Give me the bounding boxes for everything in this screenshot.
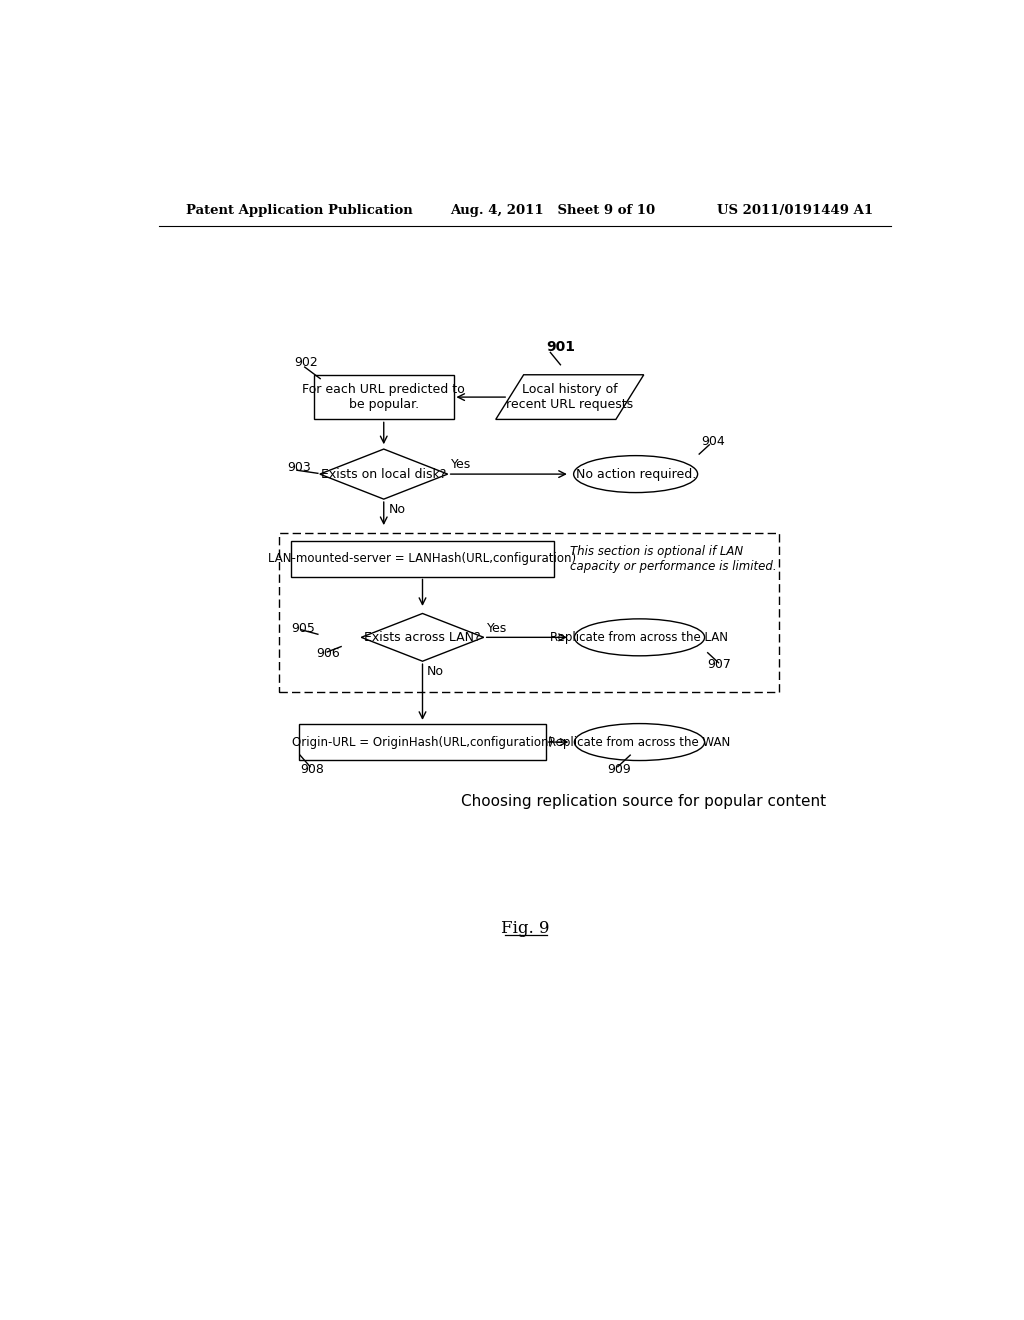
Text: No action required.: No action required. — [575, 467, 695, 480]
Text: Replicate from across the WAN: Replicate from across the WAN — [549, 735, 731, 748]
FancyBboxPatch shape — [299, 725, 546, 760]
Polygon shape — [496, 375, 644, 420]
Ellipse shape — [574, 723, 705, 760]
Text: 905: 905 — [291, 622, 314, 635]
Text: This section is optional if LAN
capacity or performance is limited.: This section is optional if LAN capacity… — [569, 545, 776, 573]
Text: Local history of
recent URL requests: Local history of recent URL requests — [506, 383, 633, 411]
Text: For each URL predicted to
be popular.: For each URL predicted to be popular. — [302, 383, 465, 411]
Text: Yes: Yes — [451, 458, 471, 471]
Polygon shape — [319, 449, 447, 499]
Text: No: No — [388, 503, 406, 516]
Ellipse shape — [573, 455, 697, 492]
Text: 907: 907 — [708, 657, 731, 671]
Text: Aug. 4, 2011   Sheet 9 of 10: Aug. 4, 2011 Sheet 9 of 10 — [450, 205, 654, 218]
Text: Origin-URL = OriginHash(URL,configuration): Origin-URL = OriginHash(URL,configuratio… — [292, 735, 553, 748]
Text: 908: 908 — [300, 763, 324, 776]
Text: 909: 909 — [607, 763, 631, 776]
Text: Exists on local disk?: Exists on local disk? — [322, 467, 446, 480]
FancyBboxPatch shape — [280, 533, 779, 692]
Text: 903: 903 — [287, 462, 310, 474]
Text: Fig. 9: Fig. 9 — [501, 920, 549, 937]
FancyBboxPatch shape — [314, 375, 454, 420]
Text: LAN-mounted-server = LANHash(URL,configuration): LAN-mounted-server = LANHash(URL,configu… — [268, 552, 577, 565]
Text: Replicate from across the LAN: Replicate from across the LAN — [551, 631, 728, 644]
Text: 904: 904 — [701, 436, 725, 449]
Text: Yes: Yes — [486, 622, 507, 635]
Text: 902: 902 — [295, 356, 318, 370]
Text: No: No — [427, 665, 444, 678]
Text: Choosing replication source for popular content: Choosing replication source for popular … — [461, 793, 826, 809]
Ellipse shape — [574, 619, 705, 656]
Text: Patent Application Publication: Patent Application Publication — [186, 205, 413, 218]
Text: 901: 901 — [547, 341, 575, 354]
FancyBboxPatch shape — [291, 541, 554, 577]
Polygon shape — [361, 614, 483, 661]
Text: Exists across LAN?: Exists across LAN? — [365, 631, 481, 644]
Text: US 2011/0191449 A1: US 2011/0191449 A1 — [717, 205, 873, 218]
Text: 906: 906 — [316, 647, 340, 660]
